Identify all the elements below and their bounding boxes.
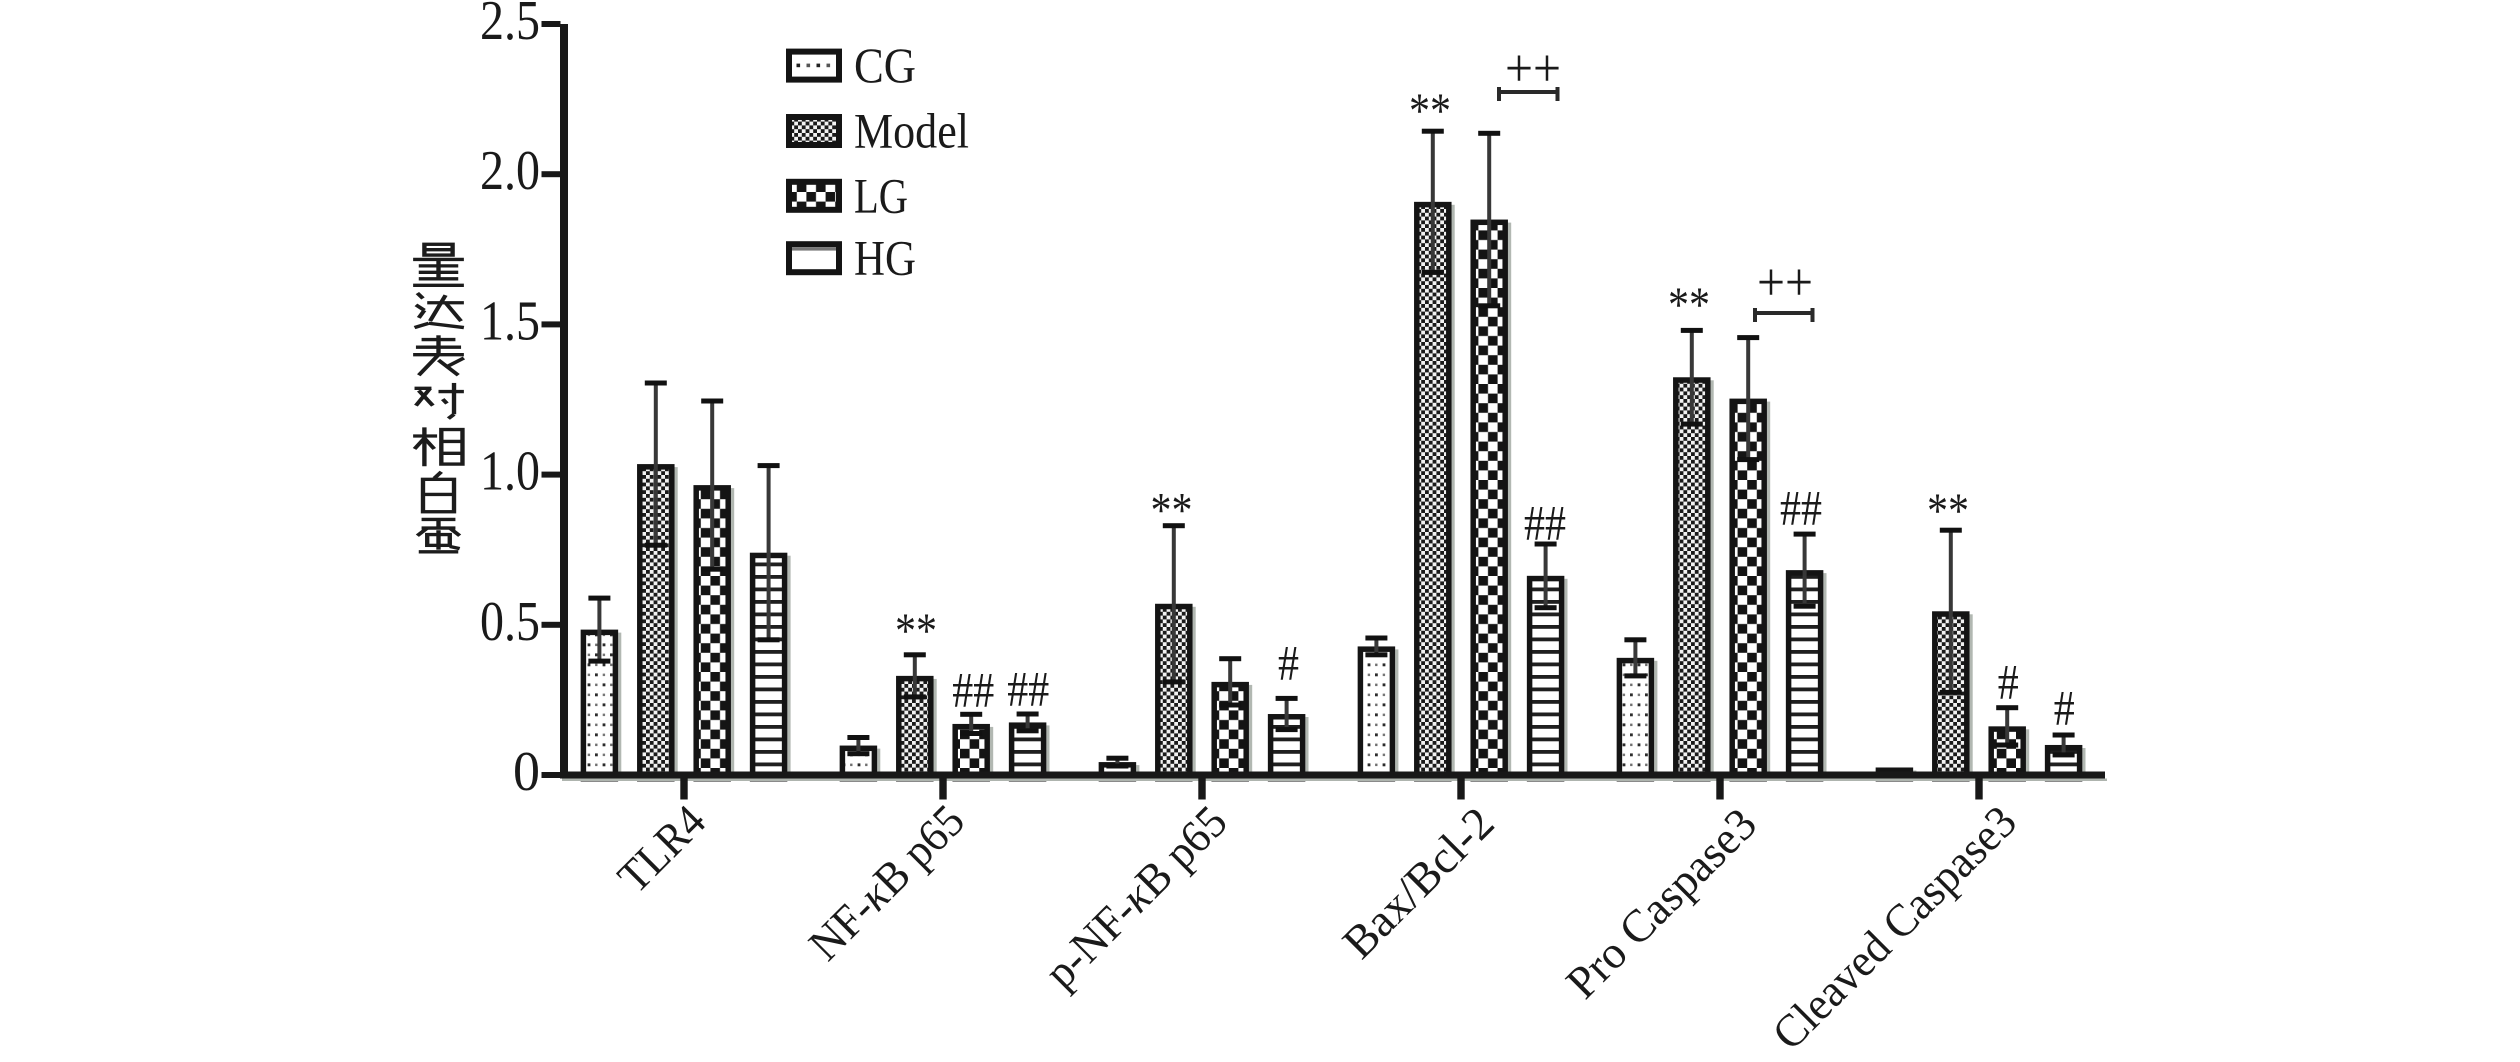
svg-text:##: ## xyxy=(952,661,994,717)
svg-text:##: ## xyxy=(1007,660,1049,716)
svg-text:0: 0 xyxy=(513,741,540,803)
svg-text:1.0: 1.0 xyxy=(480,441,540,503)
svg-text:**: ** xyxy=(895,602,937,658)
svg-text:#: # xyxy=(2054,679,2075,735)
svg-text:++: ++ xyxy=(1757,252,1813,312)
svg-text:2.5: 2.5 xyxy=(480,0,540,52)
svg-text:##: ## xyxy=(1780,479,1822,535)
svg-text:1.5: 1.5 xyxy=(480,290,540,352)
svg-text:**: ** xyxy=(1151,482,1193,538)
svg-text:0.5: 0.5 xyxy=(480,591,540,653)
svg-text:#: # xyxy=(1998,653,2019,709)
svg-text:**: ** xyxy=(1668,276,1710,332)
svg-text:CG: CG xyxy=(854,37,916,93)
svg-text:LG: LG xyxy=(854,167,908,223)
svg-text:Model: Model xyxy=(854,103,969,159)
svg-text:**: ** xyxy=(1409,82,1451,138)
svg-text:2.0: 2.0 xyxy=(480,140,540,202)
svg-text:**: ** xyxy=(1927,482,1969,538)
svg-text:#: # xyxy=(1278,634,1299,690)
svg-text:HG: HG xyxy=(854,230,916,286)
svg-text:##: ## xyxy=(1524,494,1566,550)
svg-text:++: ++ xyxy=(1505,38,1561,98)
